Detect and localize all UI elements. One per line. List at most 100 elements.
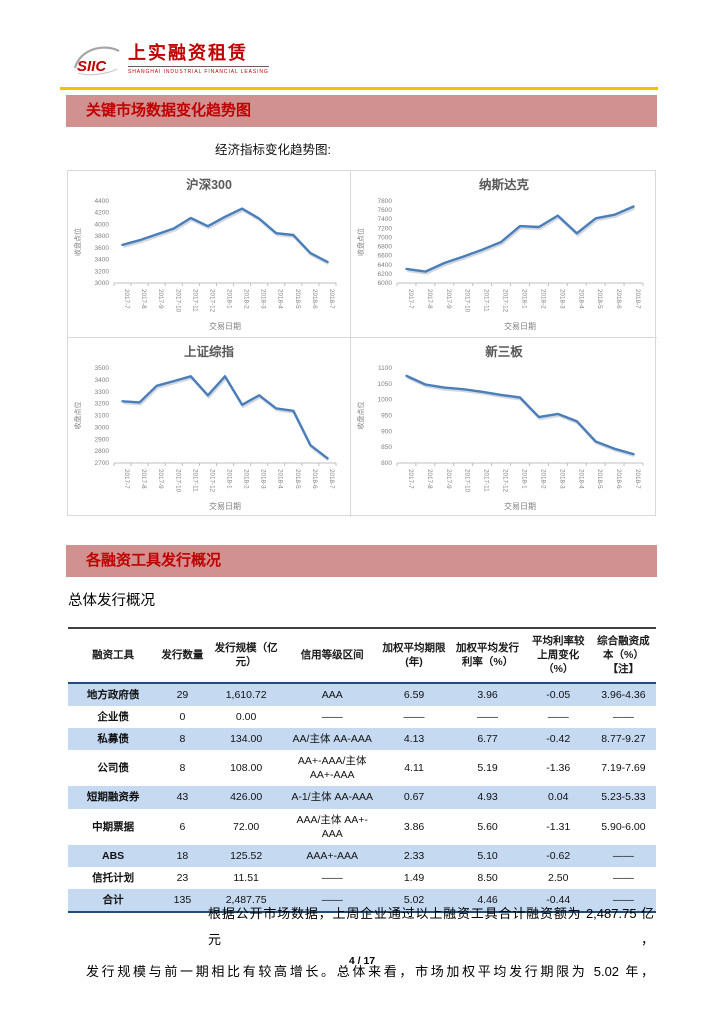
svg-text:2017-8: 2017-8 [140,469,147,489]
table-cell: -1.31 [546,820,571,833]
chart-canvas: 上证综指 2700 2800 2900 3000 3100 3200 3300 3400 3500… [73,344,337,511]
table-cell: 地方政府债 [86,688,140,701]
chart-canvas: 新三板 800 850 900 950 1000 1050 1100 2017-7 2017-8 2… [356,344,644,511]
table-row: 合计 135 2,487.75 —— 5.02 4.46 -0.44 —— [68,889,656,913]
svg-text:1050: 1050 [378,381,393,388]
table-row: 信托计划 23 11.51 —— 1.49 8.50 2.50 —— [68,867,656,889]
table-cell: AA+-AAA/主体 AA+-AAA [297,755,367,782]
svg-text:2018-3: 2018-3 [260,289,267,309]
svg-text:2017-12: 2017-12 [208,289,215,313]
table-cell: -0.62 [546,849,571,862]
svg-text:2900: 2900 [95,436,110,443]
svg-text:2017-9: 2017-9 [445,289,452,309]
svg-text:6800: 6800 [378,244,393,251]
svg-text:交易日期: 交易日期 [209,321,241,331]
table-cell: 0.67 [403,791,425,804]
svg-text:2017-10: 2017-10 [464,289,471,313]
svg-text:2018-3: 2018-3 [558,289,565,309]
svg-text:6400: 6400 [378,262,393,269]
svg-text:2017-11: 2017-11 [483,469,490,492]
svg-text:2018-2: 2018-2 [539,469,546,489]
svg-text:3000: 3000 [95,280,110,287]
table-row: 私募债 8 134.00 AA/主体 AA-AAA 4.13 6.77 -0.42 8.77-… [68,727,656,751]
svg-text:2018-5: 2018-5 [596,289,603,309]
svg-text:收盘点位: 收盘点位 [73,402,82,430]
table-cell: 1,610.72 [225,688,267,701]
column-header: 平均利率较上周变化（%） [525,628,591,684]
table-cell: 2.33 [403,849,425,862]
charts-grid: 沪深300 3000 3200 3400 3600 3800 4000 4200 4400 201… [67,170,657,517]
table-cell: —— [321,894,343,907]
svg-text:2018-1: 2018-1 [226,289,233,309]
table-cell: 4.46 [477,894,498,907]
issuance-table-wrap: 融资工具 发行数量 发行规模（亿元） 信用等级区间 加权平均期限(年) 加权平均发行利率（… [68,627,656,914]
svg-text:上证综指: 上证综指 [184,344,235,359]
chart-nasdaq: 纳斯达克 6000 6200 6400 6600 6800 7000 7200 7400 7600… [351,171,657,338]
table-cell: 8.77-9.27 [601,732,646,745]
svg-text:收盘点位: 收盘点位 [73,228,82,256]
series-line [121,207,329,264]
svg-text:纳斯达克: 纳斯达克 [479,177,530,192]
series-line [121,375,329,460]
table-cell: 合计 [102,894,124,907]
table-cell: —— [547,710,569,723]
table-cell: 43 [176,791,189,804]
table-cell: 公司债 [97,762,129,775]
table-row: 中期票据 6 72.00 AAA/主体 AA+-AAA 3.86 5.60 -1.31 5.9… [68,809,656,845]
issuance-table-body: 地方政府债 29 1,610.72 AAA 6.59 3.96 -0.05 3.96-4.36… [68,682,656,913]
svg-text:收盘点位: 收盘点位 [356,228,365,256]
table-cell: 29 [176,688,189,701]
svg-text:收盘点位: 收盘点位 [356,402,365,430]
svg-text:3200: 3200 [95,401,110,408]
table-cell: —— [477,710,499,723]
svg-text:2700: 2700 [95,460,110,467]
svg-text:3400: 3400 [95,257,110,264]
svg-text:3300: 3300 [95,389,110,396]
column-header: 综合融资成本（%）【注】 [590,628,656,684]
table-cell: 7.19-7.69 [601,762,646,775]
table-cell: 5.02 [403,894,425,907]
table-cell: 4.93 [477,791,498,804]
column-header: 加权平均期限(年) [378,628,450,684]
svg-text:2800: 2800 [95,448,110,455]
chart-hs300: 沪深300 3000 3200 3400 3600 3800 4000 4200 4400 201… [68,171,351,338]
table-cell: 0.00 [235,710,257,723]
table-cell: 5.60 [477,820,498,833]
table-cell: -0.42 [546,732,571,745]
logo-name-cn: 上实融资租赁 [128,43,269,67]
charts-intro-text: 经济指标变化趋势图: [215,143,331,157]
issuance-table-header-row: 融资工具 发行数量 发行规模（亿元） 信用等级区间 加权平均期限(年) 加权平均发行利率（… [68,628,656,684]
svg-text:7600: 7600 [378,207,393,214]
svg-text:2018-6: 2018-6 [615,469,622,489]
column-header: 加权平均发行利率（%） [449,628,526,684]
section-banner-market-trends: 关键市场数据变化趋势图 [66,95,657,127]
svg-text:2017-12: 2017-12 [502,469,509,493]
svg-text:交易日期: 交易日期 [209,501,241,511]
svg-text:2018-2: 2018-2 [539,289,546,309]
svg-text:2018-5: 2018-5 [596,469,603,489]
svg-text:2017-11: 2017-11 [483,289,490,312]
table-cell: 125.52 [230,849,263,862]
svg-text:1000: 1000 [378,397,393,404]
table-cell: 4.13 [403,732,425,745]
svg-text:7000: 7000 [378,234,393,241]
table-cell: 2,487.75 [225,894,267,907]
table-cell: 5.23-5.33 [601,791,646,804]
svg-text:3600: 3600 [95,245,110,252]
table-cell: —— [321,710,343,723]
company-logo: SIIC 上实融资租赁 SHANGHAI INDUSTRIAL FINANCIA… [72,42,269,78]
svg-text:2017-10: 2017-10 [464,469,471,493]
svg-text:2017-9: 2017-9 [445,469,452,489]
svg-text:2017-8: 2017-8 [426,289,433,309]
svg-text:2017-9: 2017-9 [157,289,164,309]
svg-text:3200: 3200 [95,268,110,275]
svg-text:交易日期: 交易日期 [504,321,536,331]
svg-text:1100: 1100 [378,365,392,372]
table-cell: 信托计划 [92,872,135,885]
svg-text:2018-4: 2018-4 [277,289,284,309]
table-cell: 3.96 [477,688,498,701]
summary-paragraph: 根据公开市场数据，上周企业通过以上融资工具合计融资额为 2,487.75 亿元，… [68,901,654,985]
svg-text:2017-7: 2017-7 [407,469,414,489]
table-cell: 23 [176,872,189,885]
table-cell: A-1/主体 AA-AAA [291,791,374,804]
